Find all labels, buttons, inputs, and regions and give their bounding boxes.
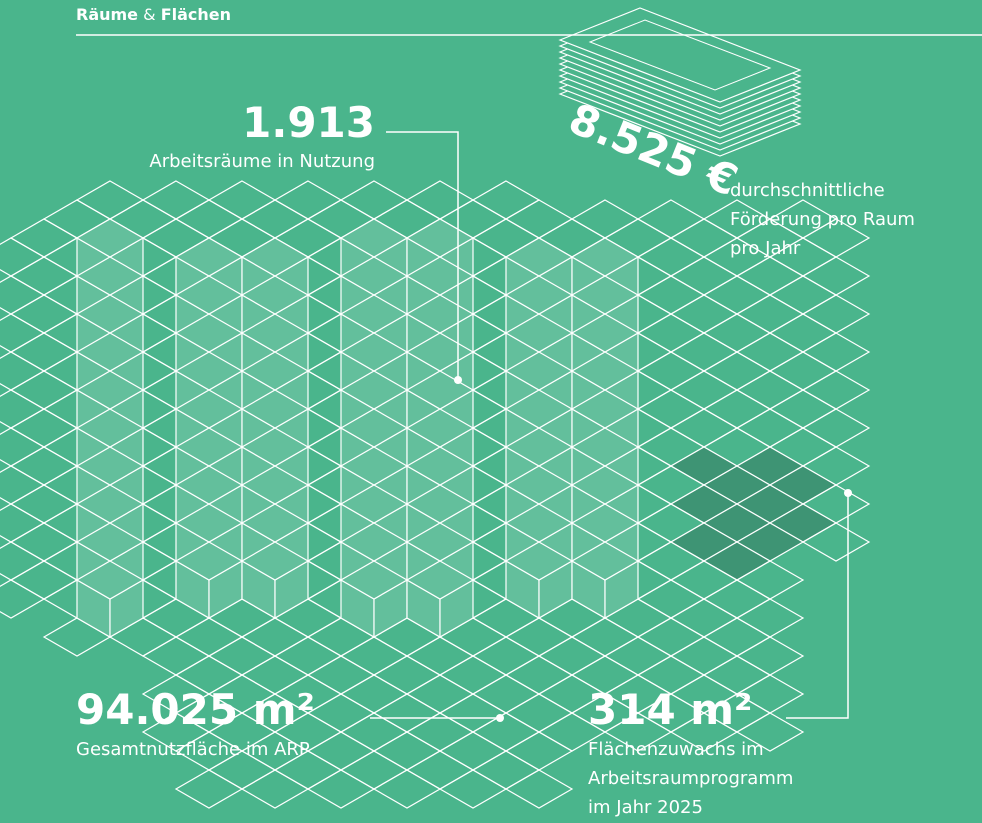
stat-label: im Jahr 2025 (588, 797, 703, 818)
stat-label: Arbeitsraumprogramm (588, 768, 793, 789)
stat-label: Arbeitsräume in Nutzung (149, 151, 375, 172)
stat-label: Gesamtnutzfläche im ARP (76, 739, 310, 760)
header: Räume & Flächen (76, 5, 231, 24)
stat-label: Förderung pro Raum (730, 209, 915, 230)
stat-label: pro Jahr (730, 238, 801, 259)
stat-value: 1.913 (242, 98, 375, 147)
dot (496, 714, 504, 722)
stat-label: durchschnittliche (730, 180, 885, 201)
header-part: Flächen (161, 5, 231, 24)
stat-label: Flächenzuwachs im (588, 739, 764, 760)
infographic: Räume & Flächen 1.913 Arbeitsräume in Nu… (0, 0, 982, 823)
stat-value: 314 m² (588, 685, 752, 734)
header-part: Räume (76, 5, 138, 24)
dot (454, 376, 462, 384)
stat-value: 94.025 m² (76, 685, 315, 734)
dot (844, 489, 852, 497)
header-connector: & (143, 5, 155, 24)
